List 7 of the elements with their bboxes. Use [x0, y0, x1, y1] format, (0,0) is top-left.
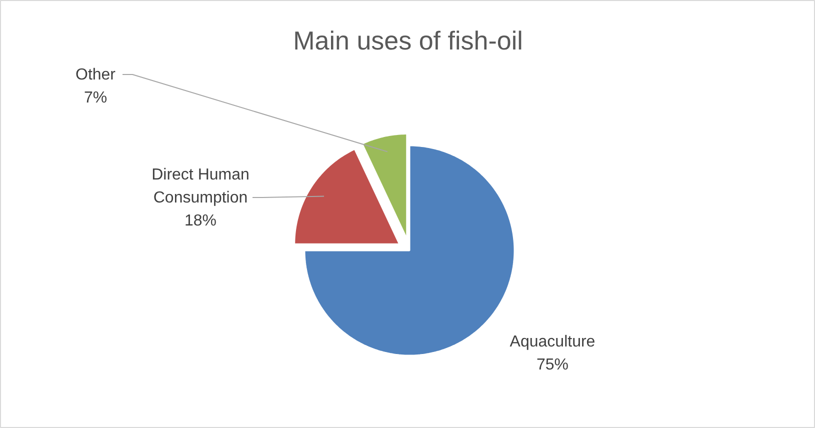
- slice-label: Aquaculture: [510, 334, 596, 350]
- data-label: 18%: [184, 212, 217, 230]
- slice-label: Direct Human Consumption: [152, 166, 250, 206]
- chart-title: Main uses of fish-oil: [293, 26, 523, 56]
- data-label: 7%: [84, 90, 108, 106]
- data-label: 75%: [536, 356, 569, 374]
- slice-label: Other: [75, 66, 116, 84]
